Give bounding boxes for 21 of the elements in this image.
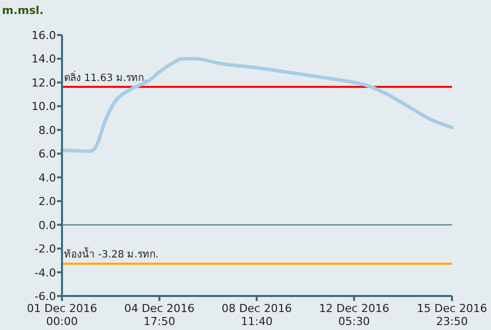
line-series [60, 56, 454, 154]
y-axis-title: m.msl. [2, 4, 44, 17]
y-tick-label: 8.0 [38, 124, 56, 137]
x-tick-label: 12 Dec 2016 05:30 [318, 302, 390, 328]
y-tick-label: 2.0 [38, 195, 56, 208]
y-tick-label: 16.0 [32, 29, 56, 42]
y-tick-label: 10.0 [32, 100, 56, 114]
x-tick-label: 04 Dec 2016 17:50 [124, 302, 195, 328]
x-tick-label: 08 Dec 2016 11:40 [222, 302, 292, 328]
ref-line-label: ตลิ่ง 11.63 ม.รทก. [64, 70, 148, 84]
y-tick-label: -4.0 [34, 266, 56, 280]
ref-line-label: ท้องน้ำ -3.28 ม.รทก. [64, 246, 159, 261]
y-tick-label: 14.0 [32, 52, 56, 66]
y-tick-label: -6.0 [34, 290, 56, 303]
x-tick-label: 15 Dec 2016 23:50 [416, 302, 488, 328]
y-tick-label: 4.0 [38, 171, 56, 184]
y-tick-label: 12.0 [32, 76, 56, 90]
y-tick-label: 0.0 [38, 218, 56, 232]
y-tick-label: 6.0 [38, 148, 56, 161]
y-tick-label: -2.0 [34, 242, 56, 256]
x-tick-label: 01 Dec 2016 00:00 [26, 302, 98, 328]
